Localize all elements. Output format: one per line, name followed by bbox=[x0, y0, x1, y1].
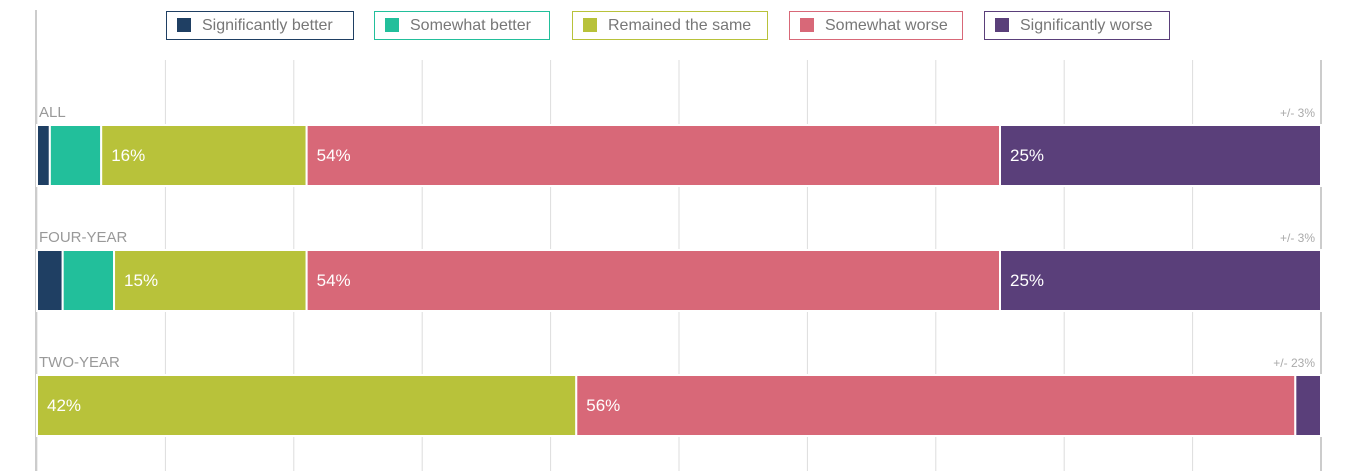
bar-segment bbox=[61, 249, 116, 312]
bar-segment bbox=[36, 374, 578, 437]
legend-swatch bbox=[995, 18, 1009, 32]
data-label: 56% bbox=[586, 396, 620, 415]
legend-swatch bbox=[583, 18, 597, 32]
bar-segment bbox=[1294, 374, 1322, 437]
category-label: FOUR-YEAR bbox=[39, 229, 128, 246]
legend-swatch bbox=[800, 18, 814, 32]
bar-segment bbox=[575, 374, 1297, 437]
category-label: ALL bbox=[39, 104, 66, 121]
legend-swatch bbox=[385, 18, 399, 32]
legend-label: Somewhat worse bbox=[825, 17, 948, 34]
data-label: 25% bbox=[1010, 271, 1044, 290]
legend-box bbox=[374, 11, 550, 40]
bar-segment bbox=[999, 124, 1322, 187]
legend-label: Significantly worse bbox=[1020, 17, 1153, 34]
bar-segment bbox=[36, 124, 51, 187]
legend-box bbox=[572, 11, 768, 40]
data-label: 42% bbox=[47, 396, 81, 415]
legend-label: Remained the same bbox=[608, 17, 751, 34]
legend-label: Somewhat better bbox=[410, 17, 532, 34]
bar-segment bbox=[999, 249, 1322, 312]
bar-segment bbox=[113, 249, 308, 312]
category-label: TWO-YEAR bbox=[39, 354, 120, 371]
data-label: 54% bbox=[317, 146, 351, 165]
bar-segment bbox=[48, 124, 103, 187]
bar-segment bbox=[305, 249, 1001, 312]
bar-segment bbox=[100, 124, 308, 187]
legend-swatch bbox=[177, 18, 191, 32]
legend-box bbox=[789, 11, 963, 40]
legend-box bbox=[166, 11, 354, 40]
bar-segment bbox=[305, 124, 1001, 187]
legend-label: Significantly better bbox=[202, 17, 333, 34]
data-label: 25% bbox=[1010, 146, 1044, 165]
data-label: 54% bbox=[317, 271, 351, 290]
data-label: 16% bbox=[111, 146, 145, 165]
annotation: +/- 23% bbox=[1273, 356, 1315, 370]
bar-segment bbox=[36, 249, 64, 312]
annotation: +/- 3% bbox=[1280, 106, 1315, 120]
legend-box bbox=[984, 11, 1170, 40]
data-label: 15% bbox=[124, 271, 158, 290]
annotation: +/- 3% bbox=[1280, 231, 1315, 245]
